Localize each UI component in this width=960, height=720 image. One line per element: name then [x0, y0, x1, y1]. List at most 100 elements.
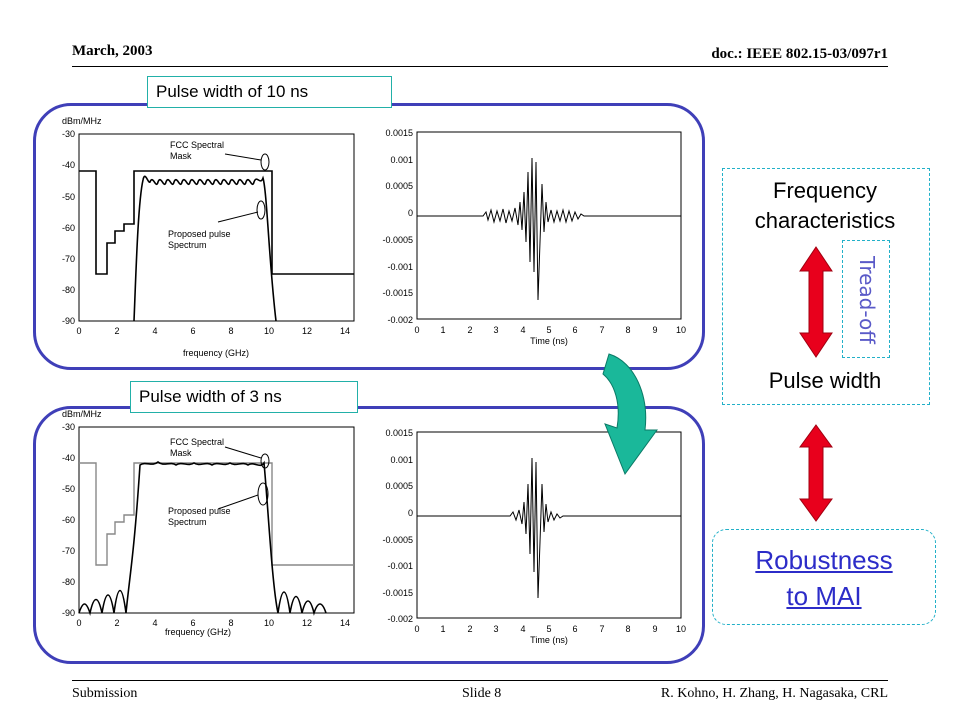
svg-text:-60: -60	[62, 223, 75, 233]
pulse-width-label: Pulse width	[768, 368, 882, 393]
svg-text:1: 1	[440, 325, 445, 335]
panel-label-3ns: Pulse width of 3 ns	[130, 381, 358, 413]
svg-text:0.001: 0.001	[390, 155, 413, 165]
footer-slide-number: Slide 8	[462, 686, 502, 701]
spectrum-xlabel: frequency (GHz)	[183, 348, 249, 358]
svg-text:-80: -80	[62, 285, 75, 295]
plot-frame	[78, 133, 355, 322]
plot-frame	[78, 426, 355, 614]
svg-text:-50: -50	[62, 484, 75, 494]
spectrum-xlabel: frequency (GHz)	[165, 627, 231, 637]
svg-text:-80: -80	[62, 577, 75, 587]
mask-marker	[260, 453, 270, 469]
header-rule	[72, 66, 888, 67]
svg-text:7: 7	[599, 325, 604, 335]
svg-text:-50: -50	[62, 192, 75, 202]
y-ticks: -30 -40 -50 -60 -70 -80 -90	[62, 129, 75, 326]
robustness-box: Robustness to MAI	[712, 529, 936, 625]
svg-text:14: 14	[340, 618, 350, 628]
y-ticks: 0.0015 0.001 0.0005 0 -0.0005 -0.001 -0.…	[382, 428, 413, 624]
plot-frame	[416, 131, 682, 320]
spectrum-plot-10ns: dBm/MHz -30 -40 -50 -60 -70 -80 -90 0 2 …	[62, 116, 355, 358]
svg-text:6: 6	[190, 618, 195, 628]
panel-3ns	[33, 406, 705, 664]
fcc-mask-line	[79, 462, 354, 566]
footer-authors: R. Kohno, H. Zhang, H. Nagasaka, CRL	[660, 686, 888, 701]
svg-text:0.0015: 0.0015	[385, 428, 413, 438]
double-arrow-top	[799, 246, 833, 358]
x-ticks: 0 2 4 6 8 10 12 14	[76, 618, 350, 628]
svg-text:0.0005: 0.0005	[385, 181, 413, 191]
pulse-waveform-3ns	[417, 457, 681, 599]
curved-arrow	[602, 353, 658, 476]
mask-label-2: Mask	[170, 151, 192, 161]
svg-text:10: 10	[264, 326, 274, 336]
pulse-spectrum-line	[78, 460, 327, 616]
svg-text:4: 4	[152, 326, 157, 336]
svg-text:6: 6	[572, 325, 577, 335]
frequency-characteristics-label: Frequency characteristics	[754, 178, 896, 233]
svg-text:10: 10	[676, 325, 686, 335]
tradeoff-box: Tread-off	[842, 240, 890, 358]
svg-text:0: 0	[76, 326, 81, 336]
mask-label-2: Mask	[170, 448, 192, 458]
time-xlabel: Time (ns)	[530, 336, 568, 346]
svg-text:-0.0005: -0.0005	[382, 535, 413, 545]
svg-text:0: 0	[408, 508, 413, 518]
svg-text:-90: -90	[62, 316, 75, 326]
svg-text:4: 4	[520, 624, 525, 634]
svg-text:0: 0	[76, 618, 81, 628]
svg-text:-60: -60	[62, 515, 75, 525]
time-xlabel: Time (ns)	[530, 635, 568, 645]
pulse-marker	[256, 200, 266, 220]
footer-submission: Submission	[72, 686, 138, 701]
header-date: March, 2003	[72, 43, 153, 59]
svg-text:-0.0015: -0.0015	[382, 588, 413, 598]
time-plot-10ns: 0.0015 0.001 0.0005 0 -0.0005 -0.001 -0.…	[382, 128, 686, 346]
svg-text:4: 4	[520, 325, 525, 335]
svg-text:10: 10	[264, 618, 274, 628]
svg-text:3: 3	[493, 325, 498, 335]
pulse-marker	[257, 482, 269, 506]
svg-text:2: 2	[467, 624, 472, 634]
svg-text:2: 2	[114, 326, 119, 336]
svg-text:-30: -30	[62, 422, 75, 432]
svg-text:0.0015: 0.0015	[385, 128, 413, 138]
x-ticks: 0 1 2 3 4 5 6 7 8 9 10	[414, 325, 686, 335]
tradeoff-label: Tread-off	[855, 256, 879, 344]
svg-text:8: 8	[228, 326, 233, 336]
svg-text:-0.001: -0.001	[387, 561, 413, 571]
svg-text:0.0005: 0.0005	[385, 481, 413, 491]
pulse-spectrum-line	[133, 175, 277, 322]
svg-text:0: 0	[414, 624, 419, 634]
svg-text:-0.002: -0.002	[387, 614, 413, 624]
svg-text:2: 2	[114, 618, 119, 628]
svg-text:8: 8	[228, 618, 233, 628]
mask-label-1: FCC Spectral	[170, 437, 224, 447]
robustness-link[interactable]: Robustness to MAI	[755, 545, 893, 611]
y-ticks: -30 -40 -50 -60 -70 -80 -90	[62, 422, 75, 618]
y-ticks: 0.0015 0.001 0.0005 0 -0.0005 -0.001 -0.…	[382, 128, 413, 325]
pulse-label-1: Proposed pulse	[168, 506, 231, 516]
pulse-waveform-10ns	[417, 157, 681, 301]
svg-text:-0.001: -0.001	[387, 262, 413, 272]
svg-text:10: 10	[676, 624, 686, 634]
svg-text:-90: -90	[62, 608, 75, 618]
spectrum-ylabel: dBm/MHz	[62, 116, 102, 126]
frequency-pulse-box	[722, 168, 930, 405]
svg-text:12: 12	[302, 618, 312, 628]
pulse-label-2: Spectrum	[168, 240, 207, 250]
svg-text:-30: -30	[62, 129, 75, 139]
spectrum-ylabel: dBm/MHz	[62, 409, 102, 419]
svg-text:12: 12	[302, 326, 312, 336]
pulse-label-1: Proposed pulse	[168, 229, 231, 239]
svg-text:-40: -40	[62, 160, 75, 170]
footer-rule	[72, 680, 888, 681]
svg-text:-70: -70	[62, 254, 75, 264]
x-ticks: 0 1 2 3 4 5 6 7 8 9 10	[414, 624, 686, 634]
svg-text:6: 6	[190, 326, 195, 336]
svg-text:8: 8	[625, 325, 630, 335]
svg-text:7: 7	[599, 624, 604, 634]
svg-text:8: 8	[625, 624, 630, 634]
svg-text:14: 14	[340, 326, 350, 336]
